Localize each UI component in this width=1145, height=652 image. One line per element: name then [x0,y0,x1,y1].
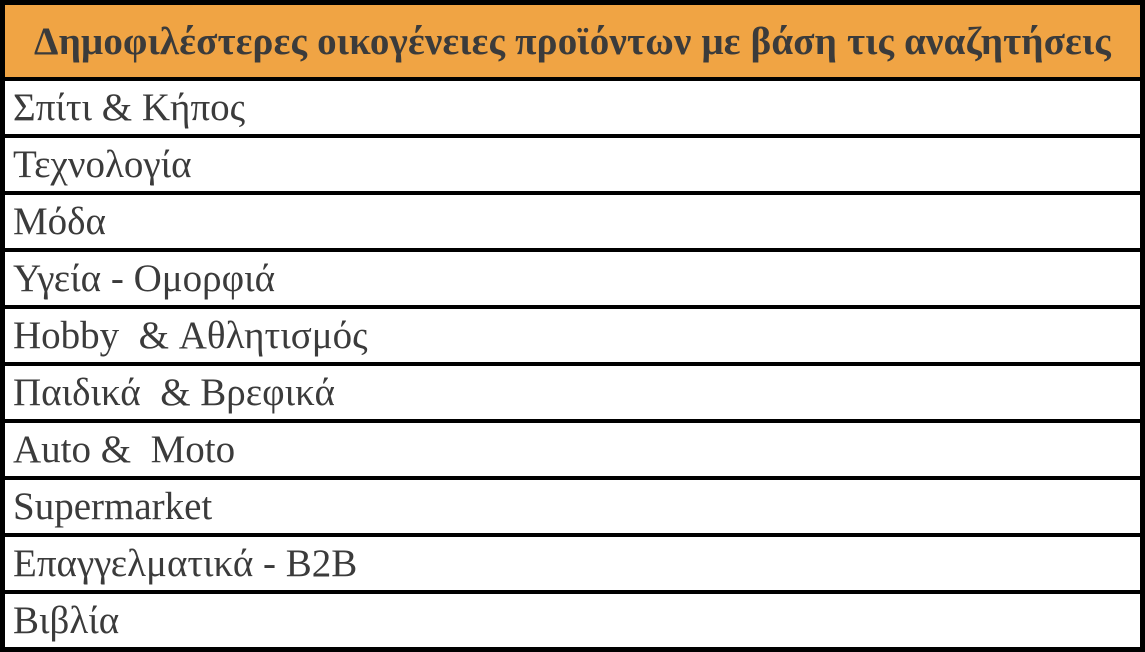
row-label: Supermarket [13,485,213,528]
table-row: Supermarket [5,476,1140,533]
table-row: Επαγγελματικά - B2B [5,533,1140,590]
table-row: Παιδικά & Βρεφικά [5,362,1140,419]
table-row: Μόδα [5,191,1140,248]
table-row: Σπίτι & Κήπος [5,77,1140,134]
table-row: Τεχνολογία [5,134,1140,191]
row-label: Επαγγελματικά - B2B [13,542,358,585]
row-label: Auto & Moto [13,428,236,471]
row-label: Παιδικά & Βρεφικά [13,371,335,414]
table-row: Auto & Moto [5,419,1140,476]
row-label: Μόδα [13,200,106,243]
table-row: Βιβλία [5,590,1140,647]
table-row: Υγεία - Ομορφιά [5,248,1140,305]
row-label: Hobby & Αθλητισμός [13,314,368,357]
table-row: Hobby & Αθλητισμός [5,305,1140,362]
row-label: Τεχνολογία [13,143,192,186]
row-label: Υγεία - Ομορφιά [13,257,276,300]
row-label: Βιβλία [13,599,120,642]
table-header: Δημοφιλέστερες οικογένειες προϊόντων με … [5,5,1140,77]
row-label: Σπίτι & Κήπος [13,86,246,129]
